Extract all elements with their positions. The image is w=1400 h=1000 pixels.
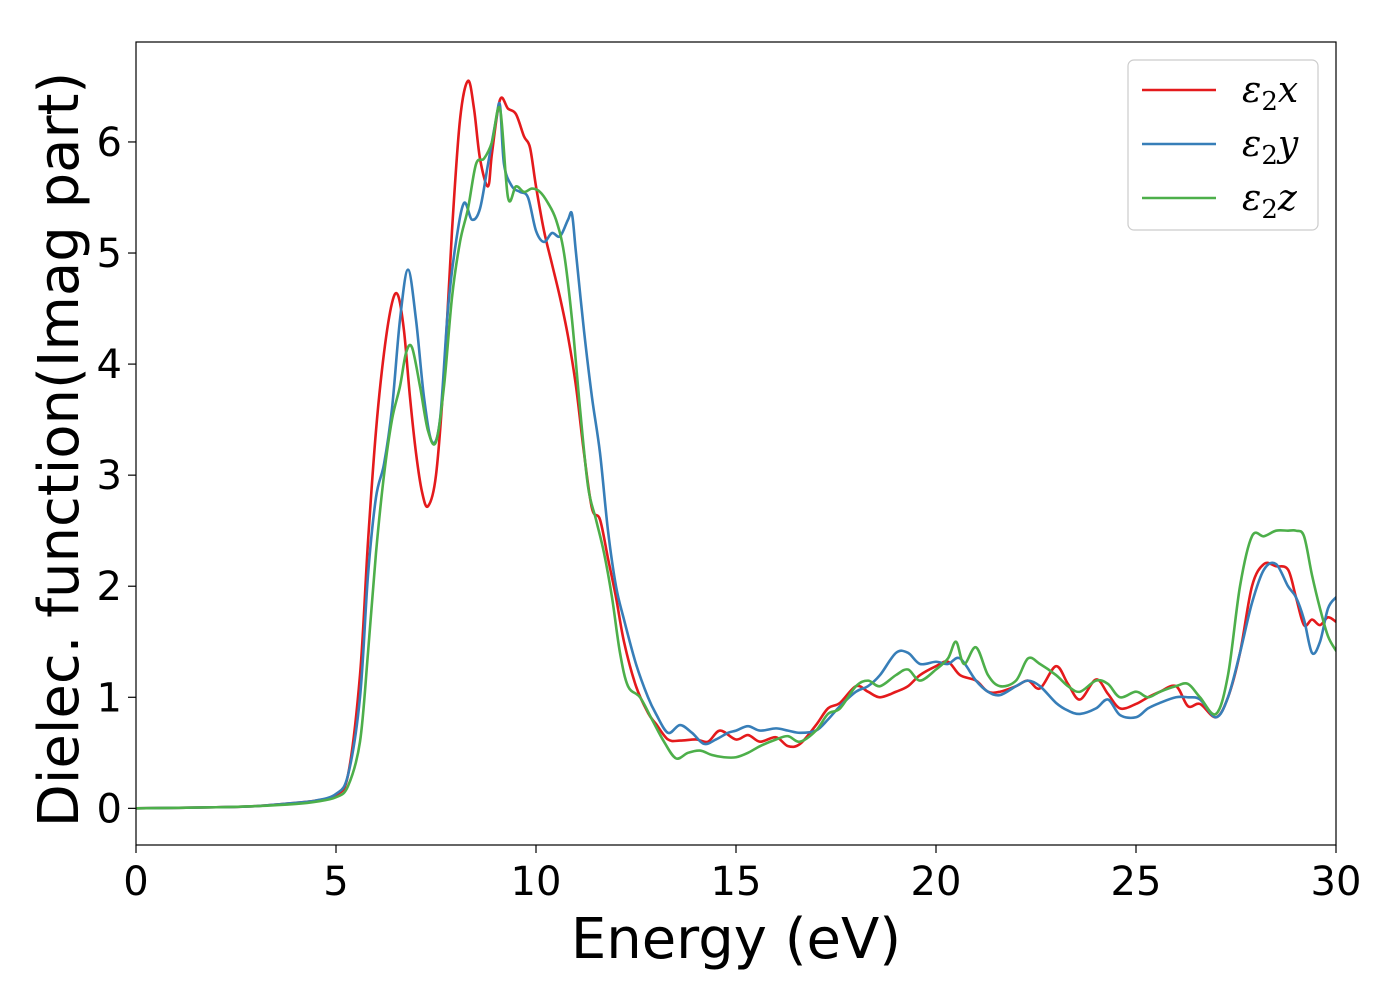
y-tick-label: 0 xyxy=(97,786,122,832)
y-tick-label: 1 xyxy=(97,675,122,721)
y-axis: 0 1 2 3 4 5 6 xyxy=(97,120,136,832)
x-axis: 0 5 10 15 20 25 30 xyxy=(123,845,1361,905)
x-tick-label: 0 xyxy=(123,859,148,905)
legend-label-z: ε2z xyxy=(1242,178,1298,225)
legend: ε2x ε2y ε2z xyxy=(1127,59,1319,231)
legend-label-y: ε2y xyxy=(1242,124,1299,171)
legend-box xyxy=(1127,59,1319,231)
x-tick-label: 10 xyxy=(511,859,562,905)
legend-label-x: ε2x xyxy=(1242,70,1298,117)
y-tick-label: 6 xyxy=(97,120,122,166)
series-line-z xyxy=(136,105,1336,810)
x-tick-label: 5 xyxy=(323,859,348,905)
x-tick-label: 20 xyxy=(911,859,962,905)
y-tick-label: 2 xyxy=(97,564,122,610)
y-tick-label: 4 xyxy=(97,342,122,388)
x-tick-label: 15 xyxy=(711,859,762,905)
x-tick-label: 25 xyxy=(1111,859,1162,905)
x-tick-label: 30 xyxy=(1311,859,1362,905)
x-axis-title: Energy (eV) xyxy=(571,907,901,972)
y-tick-label: 3 xyxy=(97,453,122,499)
series-group xyxy=(136,79,1336,810)
y-axis-title: Dielec. function(Imag part) xyxy=(27,72,92,828)
y-tick-label: 5 xyxy=(97,231,122,277)
